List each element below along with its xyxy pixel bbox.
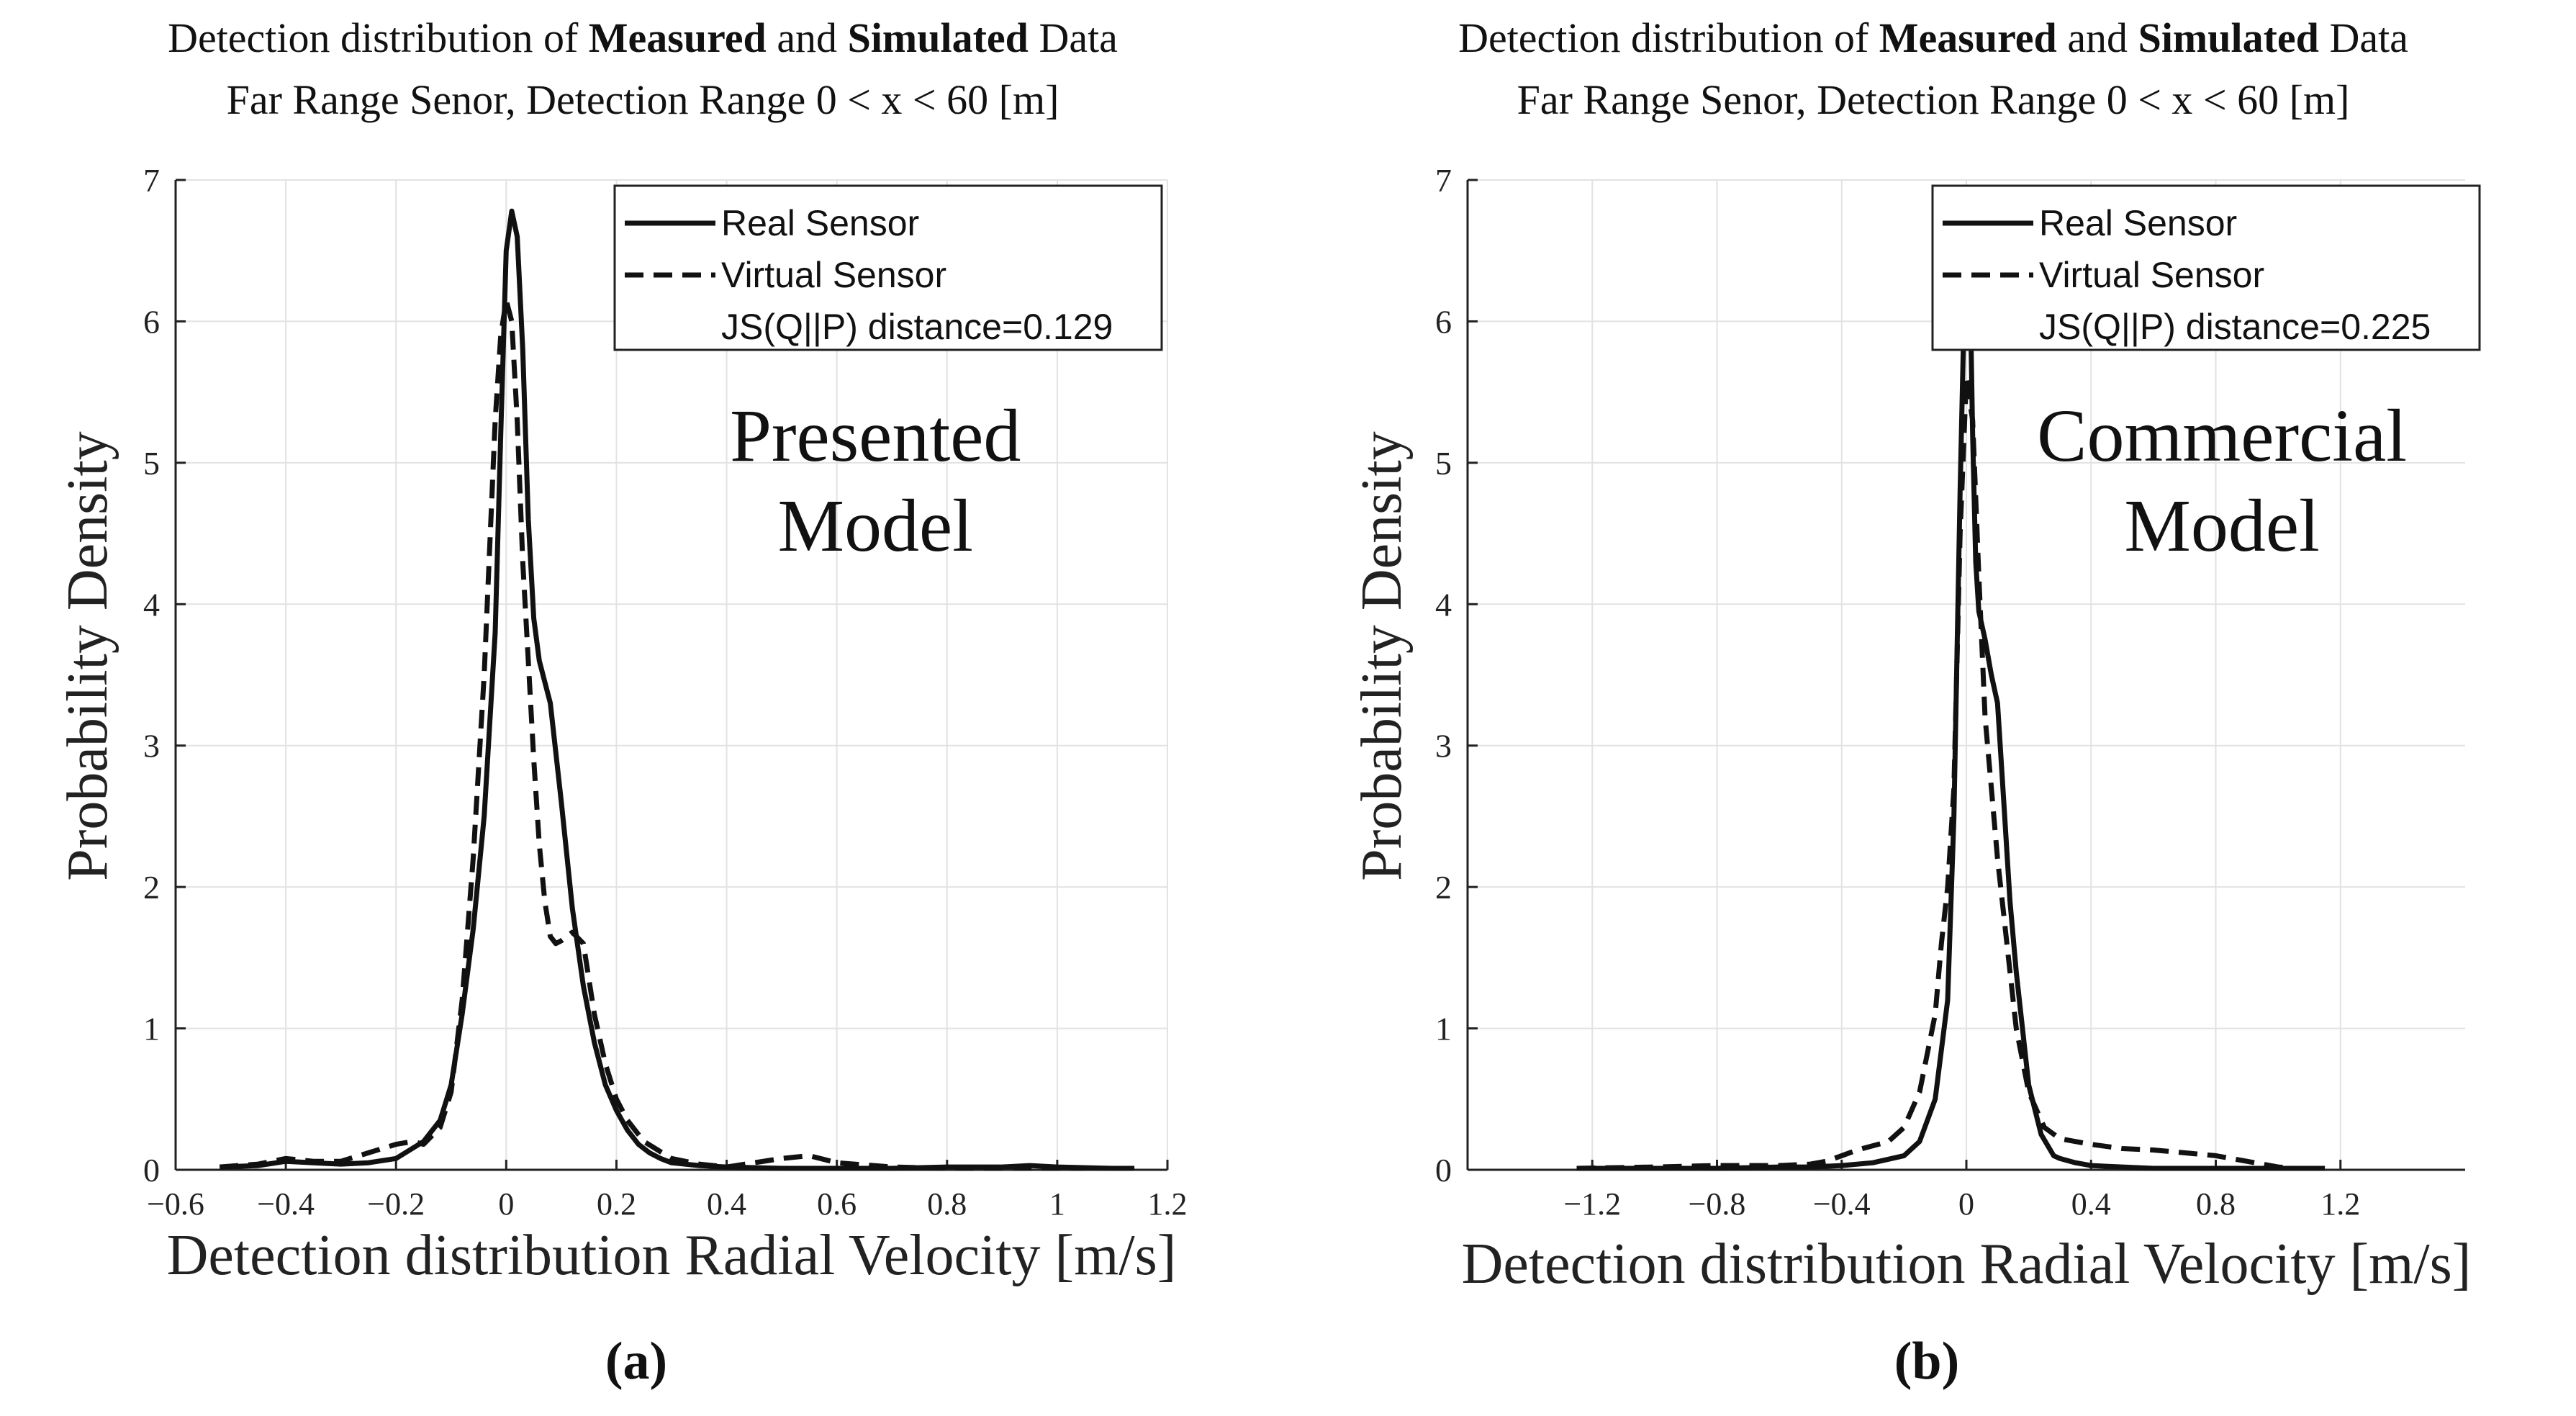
x-tick-label: 0.8 [927,1186,967,1222]
chart-title-part-2: and [2057,14,2138,61]
y-tick-label: 2 [143,869,160,906]
y-tick-label: 0 [1435,1152,1452,1189]
panel-label: (b) [1894,1332,1959,1391]
chart-title-part-4: Data [1029,14,1118,61]
y-tick-label: 6 [1435,303,1452,340]
chart-title-part-2: and [767,14,848,61]
x-tick-label: 0 [498,1186,514,1222]
x-tick-label: 0.8 [2196,1186,2236,1222]
chart-title: Detection distribution of Measured and S… [1458,14,2408,61]
y-tick-label: 3 [1435,728,1452,765]
y-tick-label: 5 [1435,445,1452,482]
model-annotation-line-2: Model [777,484,973,567]
legend-label-real-sensor: Real Sensor [721,203,919,243]
y-axis-label: Probability Density [1350,431,1414,880]
y-tick-label: 1 [1435,1011,1452,1047]
series-line-virtual-sensor [1576,375,2295,1171]
chart-subtitle: Far Range Senor, Detection Range 0 < x <… [1517,76,2350,123]
series-line-real-sensor [1576,208,2326,1171]
x-tick-label: 0.4 [707,1186,746,1222]
series-line-real-sensor [220,208,1135,1171]
legend-label-real-sensor: Real Sensor [2039,203,2237,243]
chart-title-part-3: Simulated [848,14,1029,61]
x-tick-label: 0 [1958,1186,1974,1222]
x-tick-label: 1.2 [1148,1186,1188,1222]
x-tick-label: −0.8 [1689,1186,1746,1222]
y-tick-label: 5 [143,445,160,482]
model-annotation-line-1: Presented [730,394,1021,477]
x-tick-label: 0.6 [817,1186,857,1222]
x-tick-label: 0.4 [2071,1186,2111,1222]
x-tick-label: 1 [1049,1186,1065,1222]
x-tick-label: 0.2 [597,1186,636,1222]
x-axis-label: Detection distribution Radial Velocity [… [1462,1232,2472,1296]
chart-subtitle: Far Range Senor, Detection Range 0 < x <… [227,76,1059,123]
y-tick-label: 7 [1435,162,1452,199]
x-tick-label: −1.2 [1563,1186,1621,1222]
chart-panel-2: Detection distribution of Measured and S… [1350,14,2481,1391]
chart-title-part-0: Detection distribution of [168,14,589,61]
y-tick-label: 4 [143,586,160,623]
y-tick-label: 1 [143,1011,160,1047]
chart-title-part-1: Measured [589,14,767,61]
legend-box [1931,184,2481,351]
x-tick-label: −0.6 [147,1186,204,1222]
chart-title-part-4: Data [2319,14,2408,61]
series-line-virtual-sensor [219,297,1085,1171]
y-tick-label: 2 [1435,869,1452,906]
chart-title: Detection distribution of Measured and S… [168,14,1118,61]
x-tick-label: −0.4 [1813,1186,1871,1222]
y-axis-label: Probability Density [56,431,119,880]
x-tick-label: −0.2 [367,1186,425,1222]
panel-label: (a) [605,1332,667,1391]
y-tick-label: 0 [143,1152,160,1189]
legend-label-virtual-sensor: Virtual Sensor [721,255,946,295]
chart-panel-1: Detection distribution of Measured and S… [56,14,1188,1391]
x-tick-label: 1.2 [2320,1186,2360,1222]
y-tick-label: 3 [143,728,160,765]
legend-label-virtual-sensor: Virtual Sensor [2039,255,2264,295]
legend-js-distance: JS(Q||P) distance=0.225 [2039,307,2431,347]
x-tick-label: −0.4 [257,1186,315,1222]
x-axis-label: Detection distribution Radial Velocity [… [167,1224,1177,1287]
chart-title-part-3: Simulated [2138,14,2319,61]
y-tick-label: 4 [1435,586,1452,623]
model-annotation-line-2: Model [2124,484,2320,567]
legend-js-distance: JS(Q||P) distance=0.129 [721,307,1113,347]
chart-title-part-0: Detection distribution of [1458,14,1879,61]
y-tick-label: 6 [143,303,160,340]
chart-title-part-1: Measured [1879,14,2057,61]
model-annotation-line-1: Commercial [2037,394,2407,477]
legend-box [613,184,1163,351]
y-tick-label: 7 [143,162,160,199]
